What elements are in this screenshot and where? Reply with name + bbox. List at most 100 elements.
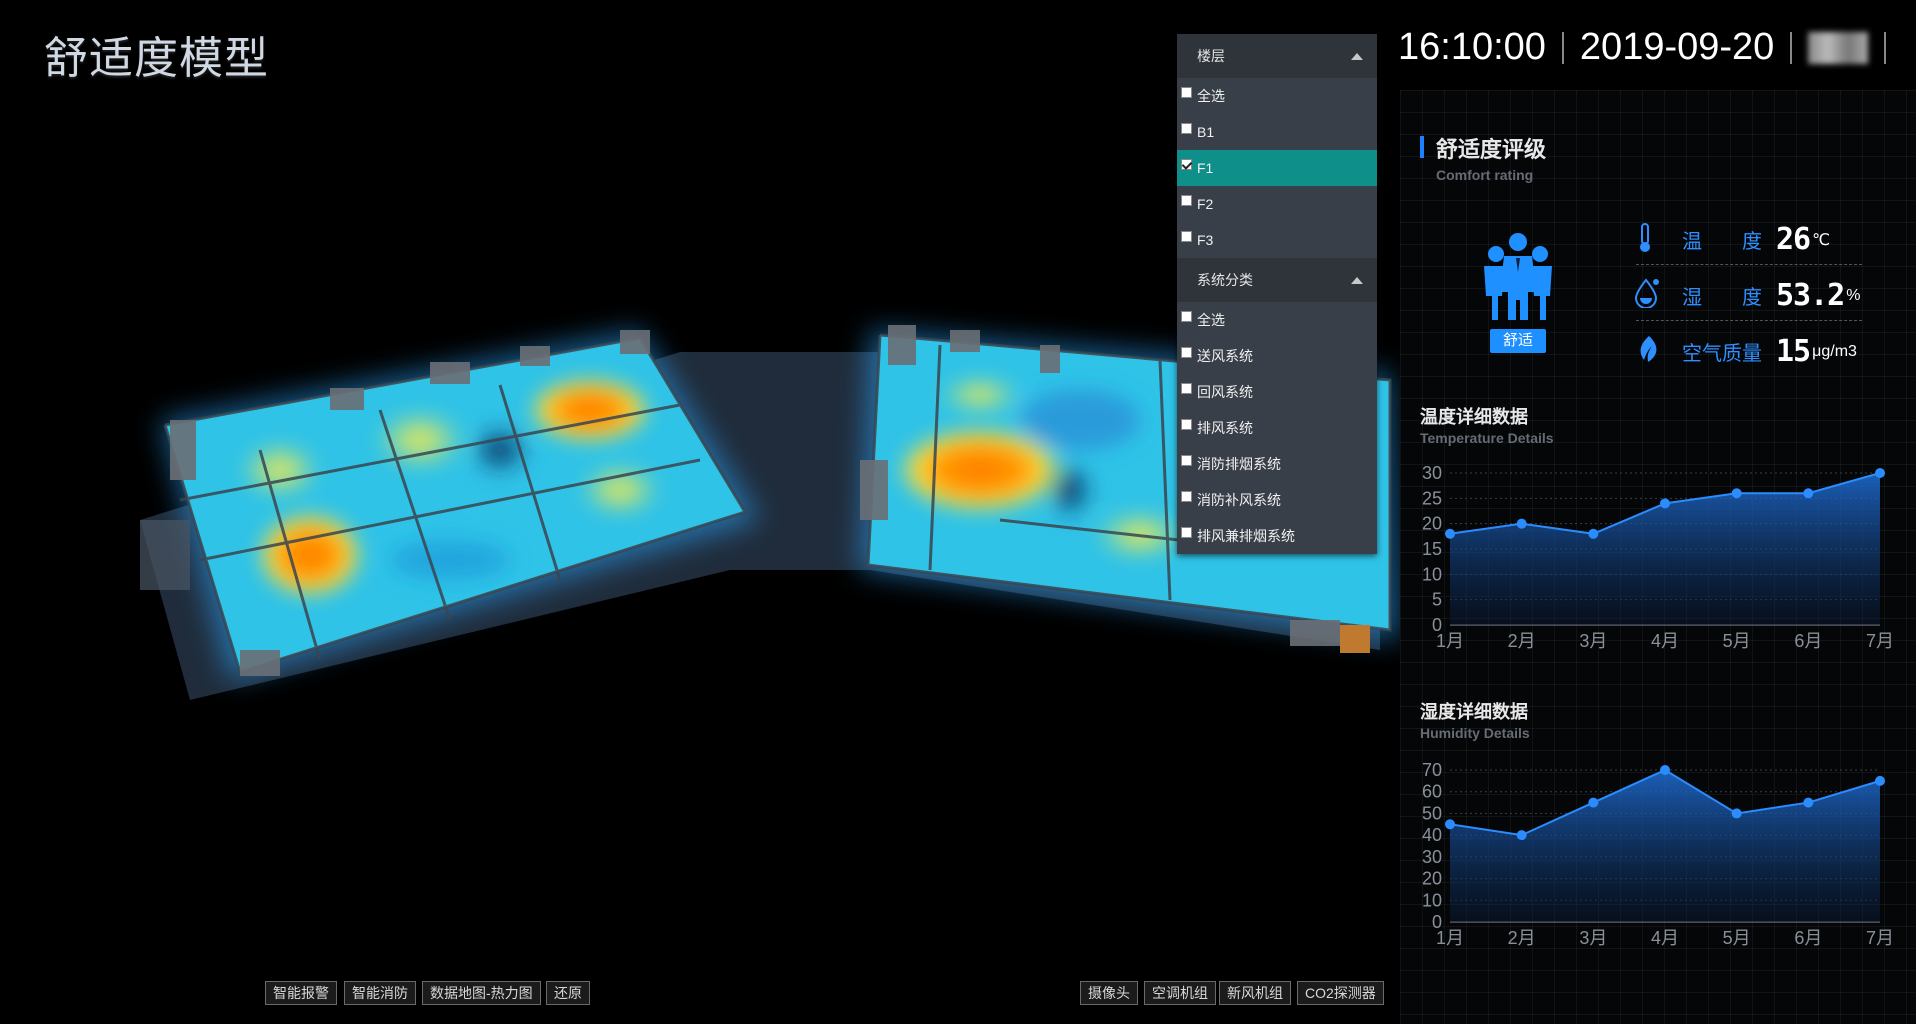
humidity-label: 湿 度 — [1682, 287, 1762, 309]
temperature-chart[interactable]: 0 5 10 15 20 25 30 1月 2月 3月 4月 5月 6月 7月 — [1400, 455, 1900, 655]
checkbox[interactable] — [1181, 526, 1192, 538]
area-fill — [1450, 770, 1880, 922]
y-tick-label: 40 — [1422, 825, 1442, 845]
data-point — [1588, 528, 1599, 539]
y-tick-label: 25 — [1422, 488, 1442, 508]
temperature-label: 温 度 — [1682, 231, 1762, 253]
toolbar-button[interactable]: 数据地图-热力图 — [422, 981, 541, 1005]
floor-option-label: 全选 — [1197, 88, 1225, 104]
toolbar-button[interactable]: 智能报警 — [265, 981, 337, 1005]
toolbar-button[interactable]: 还原 — [546, 981, 590, 1005]
toolbar-button[interactable]: 新风机组 — [1219, 981, 1291, 1005]
air-quality-value: 15 — [1776, 334, 1811, 369]
temperature-unit: ℃ — [1812, 231, 1831, 249]
section-accent-bar — [1420, 136, 1424, 158]
system-option-label: 排风兼排烟系统 — [1197, 528, 1295, 544]
floor-option-label: F1 — [1197, 160, 1214, 176]
temperature-chart-subtitle: Temperature Details — [1420, 430, 1554, 446]
floor-option-label: F3 — [1197, 232, 1214, 248]
air-quality-label: 空气质量 — [1682, 343, 1762, 365]
x-tick-label: 2月 — [1508, 928, 1536, 948]
data-point — [1803, 797, 1814, 808]
system-header-label: 系统分类 — [1197, 272, 1253, 288]
toolbar-button[interactable]: 智能消防 — [344, 981, 416, 1005]
date-text: 2019-09-20 — [1579, 26, 1775, 68]
system-option[interactable]: 消防补风系统 — [1177, 482, 1377, 518]
data-point — [1445, 819, 1455, 830]
toolbar-button[interactable]: CO2探测器 — [1297, 981, 1384, 1005]
checkbox[interactable] — [1181, 310, 1192, 322]
floor-header[interactable]: 楼层 — [1177, 34, 1377, 78]
floor-option[interactable]: F3 — [1177, 222, 1377, 258]
comfort-title: 舒适度评级 — [1436, 137, 1547, 162]
filter-dropdown[interactable]: 楼层 全选 B1 F1 F2 F3 系统分类 全选送风系统回风系统排风系统消防排烟系统消… — [1177, 34, 1377, 554]
checkbox[interactable] — [1181, 122, 1192, 134]
floor-option[interactable]: 全选 — [1177, 78, 1377, 114]
system-option-label: 排风系统 — [1197, 420, 1253, 436]
data-point — [1445, 528, 1455, 539]
system-option-label: 消防补风系统 — [1197, 492, 1281, 508]
comfort-rating-badge: 舒适 — [1490, 329, 1546, 353]
checkbox[interactable] — [1181, 230, 1192, 242]
data-point — [1731, 488, 1742, 499]
system-option[interactable]: 消防排烟系统 — [1177, 446, 1377, 482]
data-point — [1875, 468, 1885, 478]
system-header[interactable]: 系统分类 — [1177, 258, 1377, 302]
divider — [1790, 31, 1793, 64]
checkbox[interactable] — [1181, 382, 1192, 394]
divider — [1884, 31, 1887, 64]
checkbox[interactable] — [1181, 454, 1192, 466]
people-group-icon — [1484, 233, 1552, 320]
checkbox[interactable] — [1181, 346, 1192, 358]
y-tick-label: 30 — [1422, 463, 1442, 483]
y-tick-label: 0 — [1432, 912, 1442, 932]
humidity-chart-subtitle: Humidity Details — [1420, 725, 1530, 741]
y-tick-label: 10 — [1422, 564, 1442, 584]
data-point — [1660, 498, 1670, 509]
divider — [1561, 31, 1564, 64]
system-option-label: 送风系统 — [1197, 348, 1253, 364]
system-option[interactable]: 排风系统 — [1177, 410, 1377, 446]
system-option[interactable]: 排风兼排烟系统 — [1177, 518, 1377, 554]
checkbox[interactable] — [1181, 158, 1192, 170]
x-tick-label: 1月 — [1436, 631, 1464, 651]
system-option[interactable]: 回风系统 — [1177, 374, 1377, 410]
data-point — [1516, 830, 1527, 841]
system-option[interactable]: 送风系统 — [1177, 338, 1377, 374]
x-tick-label: 5月 — [1723, 631, 1751, 651]
page-title: 舒适度模型 — [44, 34, 269, 83]
system-option-label: 全选 — [1197, 312, 1225, 328]
floor-option-label: F2 — [1197, 196, 1214, 212]
floor-option[interactable]: F1 — [1177, 150, 1377, 186]
y-tick-label: 20 — [1422, 514, 1442, 534]
system-option-label: 消防排烟系统 — [1197, 456, 1281, 472]
datetime-display: 16:10:00 2019-09-20 — [1398, 26, 1902, 69]
toolbar-button[interactable]: 摄像头 — [1080, 981, 1138, 1005]
temperature-chart-title: 温度详细数据 — [1420, 407, 1528, 427]
x-tick-label: 5月 — [1723, 928, 1751, 948]
checkbox[interactable] — [1181, 194, 1192, 206]
x-tick-label: 3月 — [1579, 631, 1607, 651]
floor-option[interactable]: B1 — [1177, 114, 1377, 150]
checkbox[interactable] — [1181, 86, 1192, 98]
system-option-label: 回风系统 — [1197, 384, 1253, 400]
caret-up-icon[interactable] — [1351, 52, 1363, 60]
temperature-value: 26 — [1776, 222, 1811, 257]
checkbox[interactable] — [1181, 490, 1192, 502]
floor-option[interactable]: F2 — [1177, 186, 1377, 222]
x-tick-label: 4月 — [1651, 928, 1679, 948]
y-tick-label: 60 — [1422, 782, 1442, 802]
floor-list: 全选 B1 F1 F2 F3 — [1177, 78, 1377, 258]
humidity-metric: 湿 度 53.2 % — [1682, 278, 1860, 313]
system-option[interactable]: 全选 — [1177, 302, 1377, 338]
floor-header-label: 楼层 — [1197, 48, 1225, 64]
humidity-unit: % — [1846, 286, 1861, 304]
y-tick-label: 10 — [1422, 890, 1442, 910]
checkbox[interactable] — [1181, 418, 1192, 430]
x-tick-label: 6月 — [1794, 631, 1822, 651]
divider — [1636, 264, 1862, 265]
toolbar-button[interactable]: 空调机组 — [1144, 981, 1216, 1005]
floor-option-label: B1 — [1197, 124, 1215, 140]
caret-up-icon[interactable] — [1351, 276, 1363, 284]
